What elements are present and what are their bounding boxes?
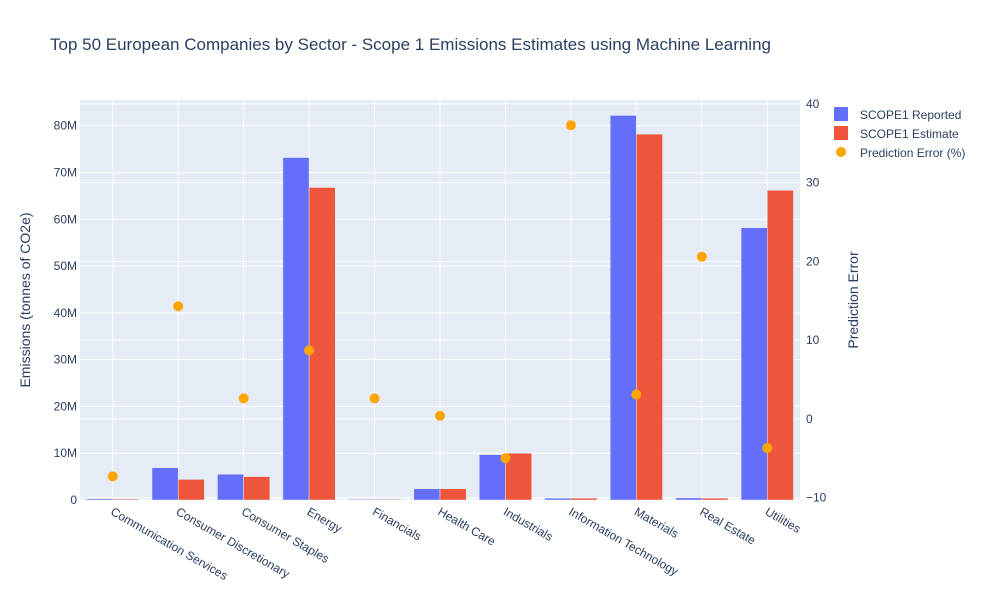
bar-reported[interactable]: [86, 498, 113, 501]
error-point[interactable]: [107, 471, 118, 482]
error-point[interactable]: [173, 301, 184, 312]
bar-reported[interactable]: [479, 454, 506, 501]
bar-estimate[interactable]: [505, 452, 532, 501]
y2-axis-ticks: −10 0 10 20 30 40: [806, 97, 827, 505]
bar-estimate[interactable]: [636, 133, 663, 501]
y2-tick-label: 40: [806, 97, 820, 111]
y2-tick-label: 20: [806, 254, 820, 268]
bar-reported[interactable]: [217, 474, 244, 501]
bar-reported[interactable]: [413, 488, 441, 501]
bar-reported[interactable]: [544, 497, 572, 501]
y2-tick-label: 30: [806, 176, 820, 190]
bar-estimate[interactable]: [570, 497, 598, 501]
chart-title: Top 50 European Companies by Sector - Sc…: [50, 35, 771, 54]
legend-marker-error: [836, 147, 846, 157]
legend-label-estimate: SCOPE1 Estimate: [860, 127, 959, 141]
x-tick-label: Utilities: [763, 504, 803, 535]
y-tick-label: 40M: [54, 306, 77, 320]
bar-estimate[interactable]: [243, 476, 271, 501]
bar-reported[interactable]: [151, 467, 179, 501]
x-tick-label: Financials: [370, 504, 424, 543]
y-tick-label: 50M: [54, 259, 77, 273]
y-tick-label: 70M: [54, 166, 77, 180]
error-point[interactable]: [304, 345, 315, 356]
bar-reported[interactable]: [740, 227, 768, 501]
error-point[interactable]: [565, 120, 576, 131]
error-points: [107, 120, 773, 482]
bar-reported[interactable]: [348, 499, 375, 501]
legend-label-reported: SCOPE1 Reported: [860, 108, 961, 122]
x-tick-label: Energy: [305, 504, 345, 535]
y-axis-title: Emissions (tonnes of CO2e): [17, 212, 33, 387]
x-tick-label: Communication Services: [108, 504, 230, 582]
bar-estimate[interactable]: [767, 190, 794, 501]
x-tick-label: Industrials: [501, 504, 555, 543]
bar-reported[interactable]: [675, 497, 703, 501]
x-tick-label: Materials: [632, 504, 681, 540]
error-point[interactable]: [631, 389, 642, 400]
bars: [86, 115, 794, 501]
legend-item-reported[interactable]: SCOPE1 Reported: [834, 107, 961, 122]
y2-tick-label: 0: [806, 412, 813, 426]
y2-axis-title: Prediction Error: [845, 251, 861, 349]
error-point[interactable]: [369, 393, 380, 404]
bar-estimate[interactable]: [374, 499, 401, 501]
legend-label-error: Prediction Error (%): [860, 146, 965, 160]
legend-swatch-reported: [834, 107, 848, 121]
error-point[interactable]: [762, 443, 773, 454]
y-axis-ticks: 0 10M 20M 30M 40M 50M 60M 70M 80M: [54, 119, 78, 507]
y-tick-label: 20M: [54, 399, 77, 413]
bar-reported[interactable]: [609, 115, 637, 501]
error-point[interactable]: [435, 410, 445, 421]
legend[interactable]: SCOPE1 Reported SCOPE1 Estimate Predicti…: [834, 107, 965, 160]
x-tick-label: Information Technology: [566, 504, 680, 578]
error-point[interactable]: [500, 453, 511, 464]
y-tick-label: 10M: [54, 446, 77, 460]
y-tick-label: 30M: [54, 353, 77, 367]
bar-estimate[interactable]: [439, 488, 467, 501]
bar-estimate[interactable]: [308, 187, 336, 501]
legend-item-estimate[interactable]: SCOPE1 Estimate: [834, 126, 959, 141]
legend-item-error[interactable]: Prediction Error (%): [836, 146, 965, 160]
bar-reported[interactable]: [282, 157, 310, 501]
y-tick-label: 60M: [54, 212, 77, 226]
error-point[interactable]: [696, 251, 707, 262]
y2-tick-label: −10: [806, 491, 827, 505]
bar-estimate[interactable]: [701, 497, 729, 501]
error-point[interactable]: [238, 393, 249, 404]
legend-swatch-estimate: [834, 126, 848, 140]
y-tick-label: 80M: [54, 119, 77, 133]
bar-estimate[interactable]: [177, 479, 205, 501]
y2-tick-label: 10: [806, 333, 820, 347]
bar-estimate[interactable]: [112, 498, 140, 501]
x-tick-label: Health Care: [436, 504, 499, 548]
x-tick-label: Consumer Discretionary: [174, 504, 292, 580]
y-tick-label: 0: [70, 493, 77, 507]
x-tick-label: Real Estate: [697, 504, 758, 547]
